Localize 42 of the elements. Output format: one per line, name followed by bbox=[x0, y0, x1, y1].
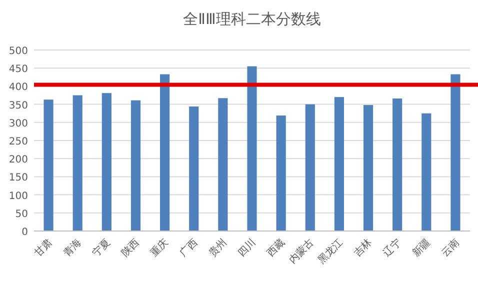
y-tick-label: 50 bbox=[15, 208, 28, 220]
bar bbox=[334, 97, 344, 231]
x-tick-label: 贵州 bbox=[206, 236, 230, 260]
y-tick-label: 250 bbox=[8, 136, 28, 148]
y-tick-label: 0 bbox=[22, 227, 28, 238]
bar bbox=[276, 116, 286, 231]
x-tick-label: 陕西 bbox=[119, 236, 142, 260]
x-tick-label: 内蒙古 bbox=[286, 236, 316, 266]
x-tick-label: 新疆 bbox=[410, 236, 433, 260]
bar bbox=[392, 98, 402, 231]
bar bbox=[189, 106, 199, 231]
x-tick-label: 黑龙江 bbox=[316, 236, 346, 266]
bar bbox=[160, 74, 170, 231]
x-tick-label: 西藏 bbox=[264, 236, 288, 260]
chart-title: 全ⅡⅢ理科二本分数线 bbox=[183, 10, 321, 28]
y-tick-label: 200 bbox=[8, 154, 28, 166]
x-tick-label: 宁夏 bbox=[90, 236, 113, 260]
y-tick-label: 300 bbox=[8, 118, 28, 130]
y-tick-label: 150 bbox=[8, 172, 28, 184]
bar bbox=[450, 74, 460, 231]
bar bbox=[44, 100, 54, 231]
y-tick-label: 450 bbox=[8, 64, 28, 76]
bar bbox=[305, 104, 315, 231]
x-tick-label: 青海 bbox=[61, 236, 84, 260]
x-tick-label: 四川 bbox=[235, 236, 258, 260]
x-tick-label: 甘肃 bbox=[32, 236, 55, 260]
bar bbox=[422, 113, 432, 231]
x-tick-label: 吉林 bbox=[352, 236, 374, 260]
bar bbox=[130, 100, 141, 231]
y-tick-label: 100 bbox=[8, 190, 28, 202]
bar bbox=[363, 105, 374, 231]
x-tick-label: 辽宁 bbox=[380, 236, 404, 260]
y-tick-label: 400 bbox=[8, 82, 28, 94]
bar bbox=[247, 66, 257, 231]
y-tick-label: 500 bbox=[8, 46, 28, 57]
bar bbox=[218, 98, 228, 231]
y-tick-label: 350 bbox=[8, 100, 28, 112]
x-tick-label: 云南 bbox=[438, 236, 462, 260]
bar bbox=[102, 93, 112, 231]
x-tick-label: 广西 bbox=[177, 236, 200, 260]
bar bbox=[72, 95, 82, 231]
x-tick-label: 重庆 bbox=[148, 236, 171, 260]
